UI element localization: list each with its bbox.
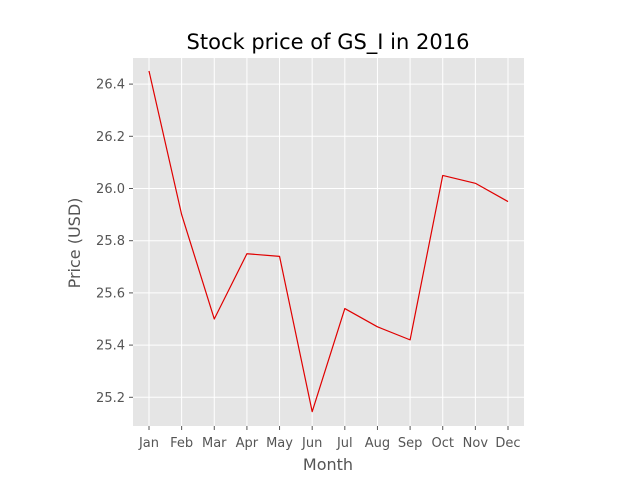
x-tick-label: Dec (495, 436, 520, 451)
x-tick-label: May (266, 436, 293, 451)
y-tick-label: 26.2 (96, 130, 125, 145)
x-axis-label: Month (303, 455, 353, 474)
x-tick-label: Jun (301, 436, 322, 451)
x-tick-label: Oct (431, 436, 453, 451)
x-tick-label: Aug (365, 436, 390, 451)
y-tick-label: 25.8 (96, 234, 125, 249)
x-tick-label: Mar (202, 436, 227, 451)
series-layer (148, 70, 509, 413)
x-axis-ticks: Jan Feb Mar Apr May Jun Jul Aug Sep Oct Nov Dec (138, 426, 521, 451)
y-tick-label: 25.6 (96, 286, 125, 301)
x-tick-label: Nov (463, 436, 489, 451)
x-tick-label: Jul (336, 436, 353, 451)
plot-area (133, 58, 524, 426)
y-tick-label: 25.4 (96, 339, 125, 354)
grid-lines (133, 58, 524, 426)
y-axis-ticks: 25.2 25.4 25.6 25.8 26.0 26.2 26.4 (96, 78, 133, 406)
series-line (148, 70, 509, 413)
x-tick-label: Jan (138, 436, 159, 451)
y-tick-label: 26.4 (96, 78, 125, 93)
x-tick-label: Feb (170, 436, 193, 451)
x-tick-label: Sep (398, 436, 423, 451)
x-tick-label: Apr (236, 436, 259, 451)
y-axis-label: Price (USD) (65, 198, 84, 289)
chart-title: Stock price of GS_I in 2016 (187, 30, 470, 55)
y-tick-label: 26.0 (96, 182, 125, 197)
y-tick-label: 25.2 (96, 391, 125, 406)
